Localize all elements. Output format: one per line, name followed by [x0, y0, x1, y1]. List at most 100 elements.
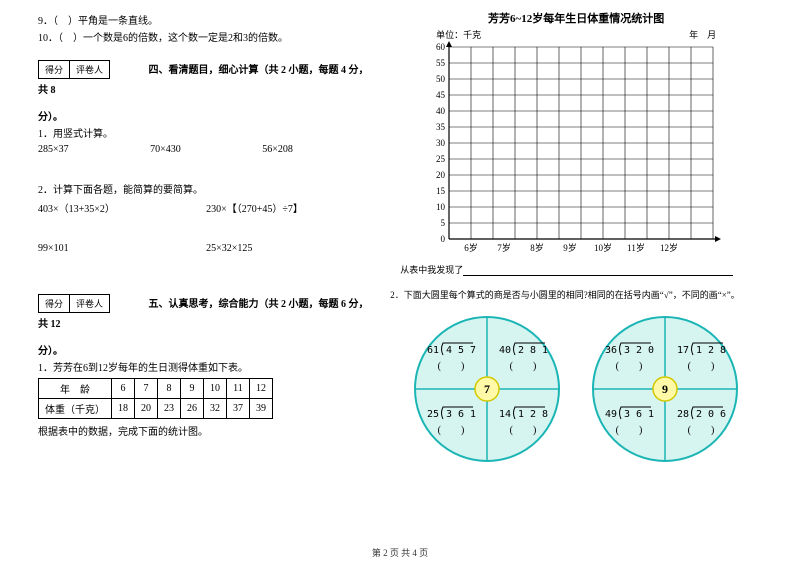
- svg-text:45: 45: [436, 90, 446, 100]
- th-weight: 体重（千克）: [39, 399, 112, 419]
- sec5-note: 根据表中的数据，完成下面的统计图。: [38, 423, 374, 438]
- weight-cell: 20: [135, 399, 158, 419]
- svg-text:3 6 1: 3 6 1: [446, 409, 476, 420]
- calc-row-2b: 99×101 25×32×125: [38, 243, 374, 254]
- weight-chart: 6055504540353025201510506岁7岁8岁9岁10岁11岁12…: [421, 41, 731, 261]
- sec4-p2: 2．计算下面各题，能简算的要简算。: [38, 181, 374, 196]
- left-column: 9．（ ）平角是一条直线。 10．（ ）一个数是6的倍数，这个数一定是2和3的倍…: [30, 10, 382, 545]
- svg-text:1 2 8: 1 2 8: [518, 409, 548, 420]
- calc-1b: 70×430: [150, 144, 262, 155]
- sec5-p1: 1．芳芳在6到12岁每年的生日测得体重如下表。: [38, 359, 374, 374]
- score-label-5: 得分: [39, 295, 70, 312]
- svg-text:4 5 7: 4 5 7: [446, 345, 476, 356]
- svg-text:( ): ( ): [688, 361, 715, 372]
- svg-text:( ): ( ): [438, 425, 465, 436]
- q10: 10．（ ）一个数是6的倍数，这个数一定是2和3的倍数。: [38, 29, 374, 44]
- calc-2b2: 25×32×125: [206, 243, 374, 254]
- svg-text:( ): ( ): [510, 361, 537, 372]
- svg-text:0: 0: [441, 234, 446, 244]
- svg-text:1 2 8: 1 2 8: [696, 345, 726, 356]
- svg-text:25: 25: [436, 154, 446, 164]
- svg-text:55: 55: [436, 58, 446, 68]
- svg-text:9: 9: [662, 382, 668, 396]
- grader-label-5: 评卷人: [70, 295, 109, 312]
- svg-text:8岁: 8岁: [530, 242, 544, 253]
- age-cell: 11: [227, 379, 250, 399]
- weight-cell: 18: [112, 399, 135, 419]
- grader-label: 评卷人: [70, 61, 109, 78]
- svg-text:60: 60: [436, 42, 446, 52]
- svg-text:35: 35: [436, 122, 446, 132]
- svg-text:9岁: 9岁: [563, 242, 577, 253]
- chart-date: 年 月: [689, 28, 716, 41]
- svg-text:2 8 1: 2 8 1: [518, 345, 548, 356]
- score-box-4: 得分评卷人: [38, 60, 110, 79]
- svg-text:6岁: 6岁: [464, 242, 478, 253]
- chart-unit: 单位：千克: [436, 28, 481, 41]
- age-cell: 10: [204, 379, 227, 399]
- svg-text:( ): ( ): [616, 425, 643, 436]
- svg-text:( ): ( ): [510, 425, 537, 436]
- calc-2a1: 403×（13+35×2）: [38, 200, 206, 215]
- svg-text:( ): ( ): [616, 361, 643, 372]
- finding: 从表中我发现了: [400, 263, 762, 276]
- weight-cell: 32: [204, 399, 227, 419]
- weight-cell: 39: [250, 399, 273, 419]
- section-5-title2: 分）。: [38, 346, 63, 357]
- svg-text:49: 49: [605, 409, 617, 420]
- weight-cell: 37: [227, 399, 250, 419]
- age-cell: 9: [181, 379, 204, 399]
- circles-wrap: 7614 5 7( )402 8 1( )253 6 1( )141 2 8( …: [390, 309, 762, 469]
- svg-text:3 6 1: 3 6 1: [624, 409, 654, 420]
- age-cell: 12: [250, 379, 273, 399]
- age-cell: 6: [112, 379, 135, 399]
- q2-text: 2．下面大圆里每个算式的商是否与小圆里的相同?相同的在括号内画“√”，不同的画“…: [390, 288, 762, 301]
- calc-2b1: 99×101: [38, 243, 206, 254]
- sec4-p1: 1．用竖式计算。: [38, 125, 374, 140]
- calc-row-1: 285×37 70×430 56×208: [38, 144, 374, 155]
- svg-text:61: 61: [427, 345, 439, 356]
- chart-subtitle: 单位：千克 年 月: [436, 28, 716, 41]
- svg-text:20: 20: [436, 170, 446, 180]
- svg-text:7岁: 7岁: [497, 242, 511, 253]
- table-row-weight: 体重（千克） 18 20 23 26 32 37 39: [39, 399, 273, 419]
- svg-text:10: 10: [436, 202, 446, 212]
- svg-text:2 0 6: 2 0 6: [696, 409, 726, 420]
- svg-text:5: 5: [441, 218, 446, 228]
- age-cell: 7: [135, 379, 158, 399]
- calc-1a: 285×37: [38, 144, 150, 155]
- svg-text:25: 25: [427, 409, 439, 420]
- svg-text:10岁: 10岁: [594, 242, 612, 253]
- finding-line: [463, 275, 733, 276]
- page-footer: 第 2 页 共 4 页: [0, 546, 800, 559]
- svg-text:3 2 0: 3 2 0: [624, 345, 654, 356]
- th-age: 年 龄: [39, 379, 112, 399]
- age-cell: 8: [158, 379, 181, 399]
- q9: 9．（ ）平角是一条直线。: [38, 12, 374, 27]
- svg-text:50: 50: [436, 74, 446, 84]
- score-label: 得分: [39, 61, 70, 78]
- svg-text:14: 14: [499, 409, 511, 420]
- calc-1c: 56×208: [262, 144, 374, 155]
- circle-right: 9363 2 0( )171 2 8( )493 6 1( )282 0 6( …: [585, 309, 745, 469]
- svg-text:36: 36: [605, 345, 617, 356]
- weight-cell: 26: [181, 399, 204, 419]
- svg-text:40: 40: [499, 345, 511, 356]
- svg-text:12岁: 12岁: [660, 242, 678, 253]
- svg-text:15: 15: [436, 186, 446, 196]
- svg-text:11岁: 11岁: [627, 242, 645, 253]
- chart-wrap: 芳芳6~12岁每年生日体重情况统计图 单位：千克 年 月 60555045403…: [390, 10, 762, 276]
- weight-cell: 23: [158, 399, 181, 419]
- finding-label: 从表中我发现了: [400, 265, 463, 275]
- calc-2a2: 230×【（270+45）÷7】: [206, 200, 374, 215]
- svg-text:30: 30: [436, 138, 446, 148]
- svg-text:17: 17: [677, 345, 689, 356]
- svg-text:( ): ( ): [688, 425, 715, 436]
- score-box-5: 得分评卷人: [38, 294, 110, 313]
- circle-left: 7614 5 7( )402 8 1( )253 6 1( )141 2 8( …: [407, 309, 567, 469]
- section-4-title2: 分）。: [38, 112, 63, 123]
- right-column: 芳芳6~12岁每年生日体重情况统计图 单位：千克 年 月 60555045403…: [382, 10, 770, 545]
- svg-text:( ): ( ): [438, 361, 465, 372]
- chart-title: 芳芳6~12岁每年生日体重情况统计图: [390, 10, 762, 26]
- svg-text:40: 40: [436, 106, 446, 116]
